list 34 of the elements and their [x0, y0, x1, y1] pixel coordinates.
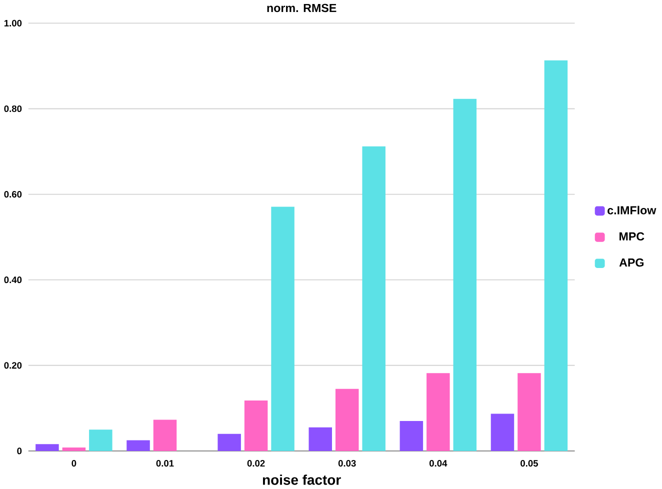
bar [126, 440, 150, 452]
bar [362, 146, 386, 452]
y-tick-label: 0 [17, 448, 22, 454]
bar [490, 414, 514, 452]
bar [335, 389, 359, 452]
bar [244, 400, 268, 452]
y-tick-label: 0.40 [4, 276, 22, 284]
legend-label: APG [619, 258, 644, 267]
y-tick-label: 0.60 [4, 191, 22, 198]
bar [518, 373, 541, 452]
bar [36, 444, 59, 452]
bar [89, 430, 112, 452]
x-tick-label: 0.01 [156, 460, 174, 467]
bar [453, 99, 477, 452]
bar [218, 434, 241, 452]
x-tick-label: 0.05 [520, 460, 538, 467]
legend-label: c.IMFlow [608, 206, 656, 215]
x-tick-label: 0.03 [338, 460, 356, 467]
bar [426, 373, 450, 452]
x-tick-label: 0.02 [247, 460, 265, 467]
bar [308, 428, 332, 452]
bar [544, 60, 568, 452]
x-tick-label: 0.04 [429, 460, 448, 467]
bar [400, 421, 424, 452]
y-tick-label: 1.00 [4, 20, 22, 27]
bar [62, 448, 86, 452]
y-tick-label: 0.80 [4, 106, 22, 112]
x-axis-title: noise factor [262, 474, 341, 485]
y-tick-label: 0.20 [4, 362, 22, 369]
legend-label: MPC [620, 232, 644, 241]
bar [271, 206, 294, 452]
bar [153, 420, 177, 452]
x-tick-label: 0 [72, 460, 76, 467]
chart-title: norm. RMSE [267, 4, 336, 12]
